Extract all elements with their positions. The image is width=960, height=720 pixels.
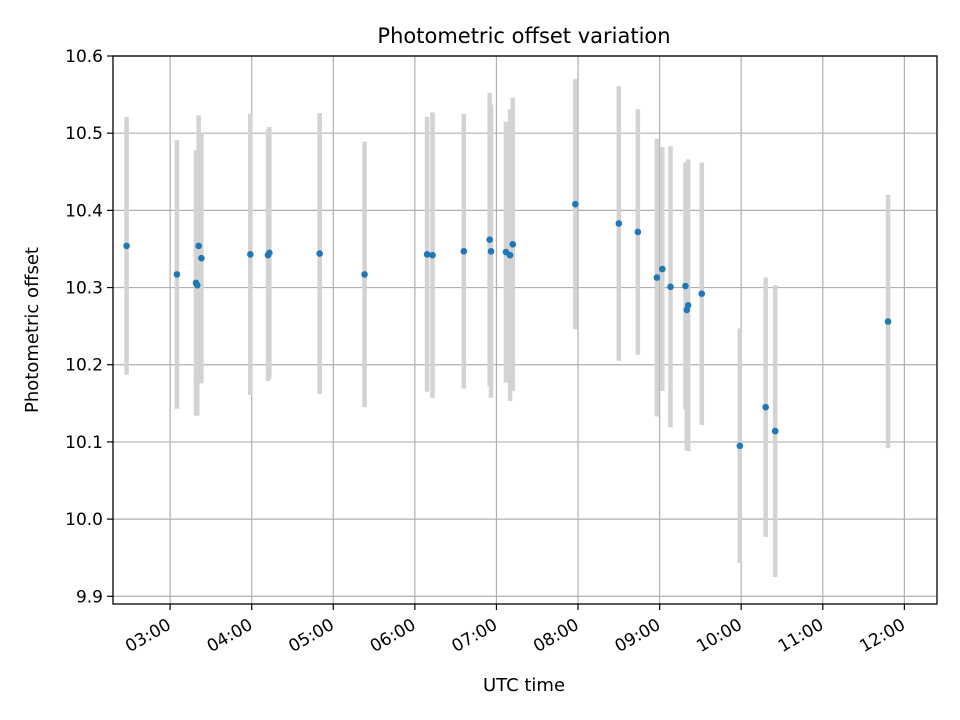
y-tick-label: 10.1 bbox=[65, 433, 103, 453]
data-point bbox=[771, 427, 779, 435]
data-point bbox=[247, 251, 254, 258]
y-tick-label: 9.9 bbox=[76, 587, 103, 607]
y-tick-label: 10.4 bbox=[65, 201, 103, 221]
data-point bbox=[684, 302, 692, 309]
y-axis-label: Photometric offset bbox=[22, 247, 43, 413]
data-point bbox=[762, 403, 769, 411]
y-tick-label: 10.3 bbox=[65, 279, 103, 299]
data-point bbox=[634, 228, 642, 236]
data-point bbox=[736, 442, 744, 450]
data-point bbox=[460, 247, 468, 255]
data-point bbox=[361, 271, 368, 278]
data-point bbox=[509, 241, 517, 248]
data-point bbox=[429, 251, 436, 259]
y-tick-label: 10.6 bbox=[65, 47, 103, 67]
y-axis-ticks: 9.9 10.0 10.1 10.2 10.3 10.4 10.5 10.6 bbox=[65, 47, 113, 607]
data-point bbox=[173, 271, 181, 278]
y-tick-label: 10.0 bbox=[65, 510, 103, 530]
data-point bbox=[682, 282, 689, 290]
y-tick-label: 10.2 bbox=[65, 356, 103, 376]
data-point bbox=[615, 220, 623, 227]
data-point bbox=[266, 249, 273, 257]
data-point bbox=[572, 200, 579, 208]
data-point bbox=[667, 283, 674, 291]
data-point bbox=[316, 250, 323, 257]
data-point bbox=[123, 242, 130, 250]
data-point bbox=[486, 236, 493, 243]
data-point bbox=[487, 247, 495, 255]
data-point bbox=[653, 274, 661, 281]
data-point bbox=[195, 242, 202, 250]
data-point bbox=[194, 281, 201, 289]
x-axis-label: UTC time bbox=[483, 675, 565, 696]
data-point bbox=[884, 318, 892, 325]
data-point bbox=[198, 254, 205, 262]
data-point bbox=[506, 251, 514, 259]
data-points bbox=[123, 200, 892, 450]
data-point bbox=[698, 290, 706, 298]
y-tick-label: 10.5 bbox=[65, 124, 103, 144]
data-point bbox=[423, 251, 431, 258]
data-point bbox=[659, 265, 666, 273]
plot-area-frame bbox=[112, 55, 938, 605]
chart-title: Photometric offset variation bbox=[377, 24, 670, 48]
